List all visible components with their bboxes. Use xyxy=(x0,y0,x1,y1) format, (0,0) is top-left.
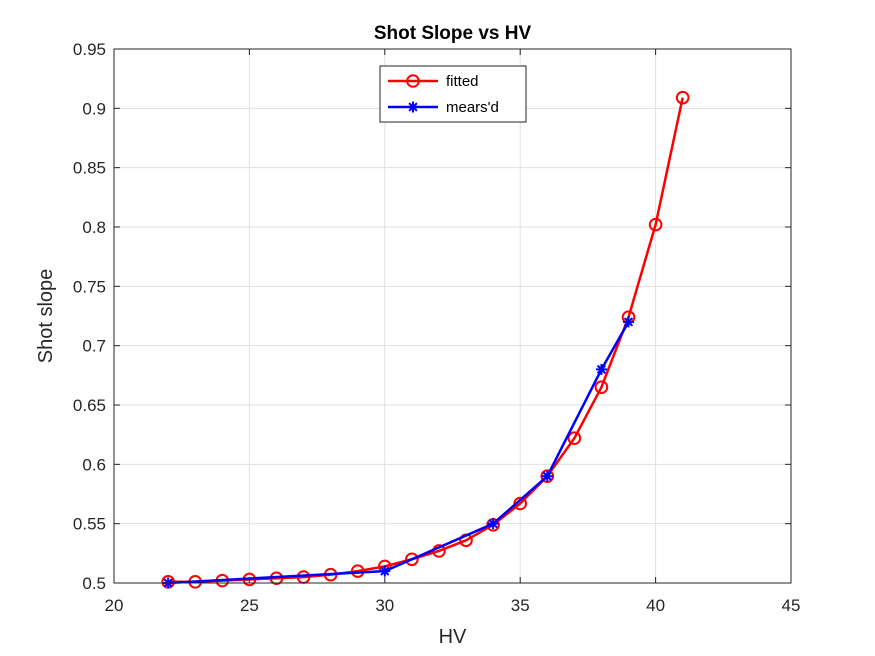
legend-entry-fitted: fitted xyxy=(388,73,479,90)
x-tick-label: 45 xyxy=(782,596,801,615)
x-tick-label: 25 xyxy=(240,596,259,615)
y-tick-label: 0.95 xyxy=(73,40,106,59)
data-point xyxy=(541,470,553,482)
legend-box xyxy=(379,65,527,123)
legend-marker xyxy=(406,74,420,88)
data-point xyxy=(675,90,690,105)
legend-label: mears'd xyxy=(446,99,499,116)
data-series xyxy=(161,90,690,589)
plot-frame xyxy=(113,48,792,584)
y-tick-label: 0.75 xyxy=(73,277,106,296)
y-tick-label: 0.85 xyxy=(73,159,106,178)
plot-area xyxy=(114,49,791,583)
data-point xyxy=(540,469,555,484)
data-point xyxy=(567,431,582,446)
data-point xyxy=(405,552,419,567)
data-point xyxy=(379,565,391,577)
data-point xyxy=(623,316,635,328)
x-tick-label: 40 xyxy=(646,596,665,615)
x-tick-label: 30 xyxy=(375,596,394,615)
series-measured xyxy=(162,316,635,589)
legend-label: fitted xyxy=(446,73,479,90)
data-point xyxy=(487,518,499,530)
y-tick-label: 0.55 xyxy=(73,515,106,534)
axis-ticks: 20 25 30 35 40 45 0.5 0.55 0.6 0.65 0.7 0.75 0.8 0.85… xyxy=(73,40,801,615)
y-tick-label: 0.65 xyxy=(73,396,106,415)
x-tick-label: 35 xyxy=(511,596,530,615)
y-axis-label: Shot slope xyxy=(35,269,57,364)
y-tick-label: 0.6 xyxy=(82,455,106,474)
y-tick-label: 0.8 xyxy=(82,218,106,237)
data-point xyxy=(595,363,607,375)
y-tick-label: 0.9 xyxy=(82,99,106,118)
x-tick-label: 20 xyxy=(105,596,124,615)
legend-marker xyxy=(407,101,419,113)
y-tick-label: 0.5 xyxy=(82,574,106,593)
data-point xyxy=(648,217,663,232)
legend-entry-measured: mears'd xyxy=(388,99,499,116)
y-tick-label: 0.7 xyxy=(82,337,106,356)
x-axis-label: HV xyxy=(439,626,467,648)
legend: fitted mears'd xyxy=(379,65,527,123)
series-line xyxy=(168,321,630,585)
chart-title: Shot Slope vs HV xyxy=(374,23,532,44)
data-point xyxy=(594,380,609,395)
